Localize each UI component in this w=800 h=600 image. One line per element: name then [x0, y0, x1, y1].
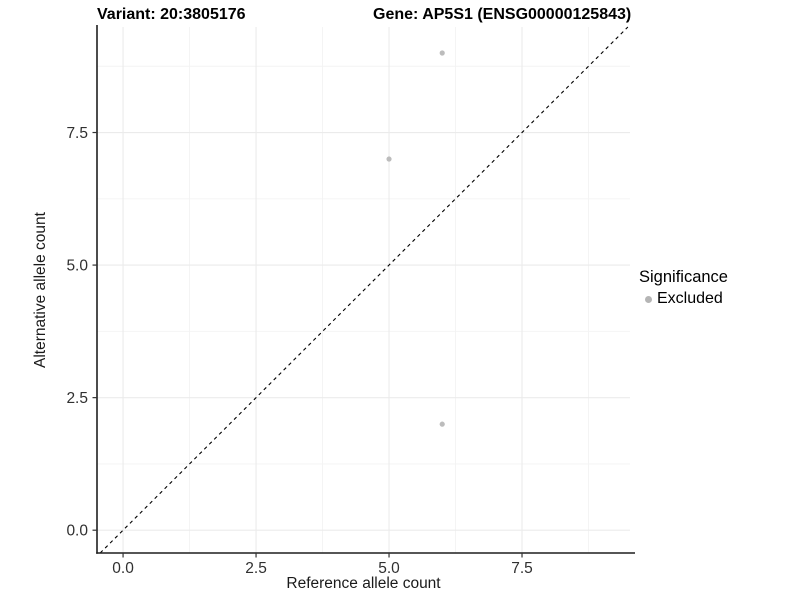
legend-item-excluded: Excluded — [639, 290, 728, 308]
y-tick-label: 5.0 — [66, 258, 88, 275]
data-point — [439, 421, 445, 427]
y-tick-label: 2.5 — [66, 390, 88, 407]
excluded-point-icon — [645, 295, 652, 303]
y-tick-label: 7.5 — [66, 125, 88, 142]
gene-title: Gene: AP5S1 (ENSG00000125843) — [373, 6, 632, 23]
x-axis-title: Reference allele count — [286, 575, 441, 592]
y-axis-title: Alternative allele count — [32, 212, 49, 368]
legend-item-label: Excluded — [657, 290, 723, 307]
legend-title: Significance — [639, 268, 728, 286]
legend: Significance Excluded — [639, 268, 728, 308]
data-point — [439, 50, 445, 56]
x-tick-label: 0.0 — [112, 560, 134, 577]
x-tick-label: 2.5 — [245, 560, 267, 577]
data-point — [386, 156, 392, 162]
x-tick-label: 7.5 — [511, 560, 533, 577]
x-tick-label: 5.0 — [378, 560, 400, 577]
identity-reference-line — [99, 26, 629, 554]
variant-title: Variant: 20:3805176 — [97, 6, 246, 23]
y-tick-label: 0.0 — [66, 523, 88, 540]
